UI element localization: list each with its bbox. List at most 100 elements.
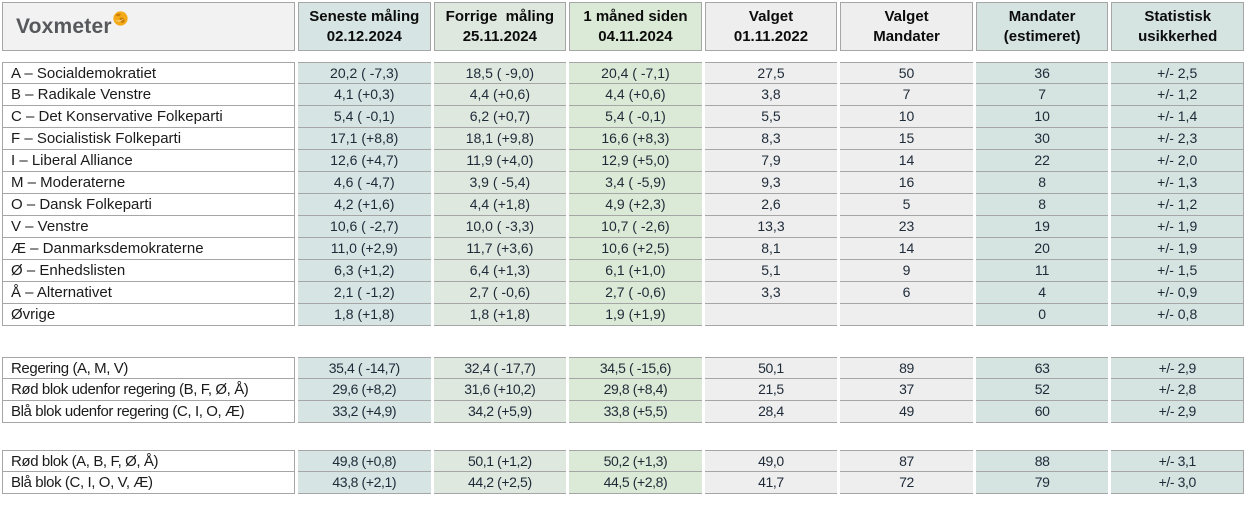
cell: +/- 2,9 xyxy=(1111,357,1244,379)
cell: 49 xyxy=(840,401,973,423)
cell: 2,7 ( -0,6) xyxy=(569,282,702,304)
cell: 8 xyxy=(975,172,1109,194)
cell: 18,1 (+9,8) xyxy=(433,128,567,150)
row-label: O – Dansk Folkeparti xyxy=(2,194,295,216)
cell: 12,9 (+5,0) xyxy=(569,150,702,172)
table-row: C – Det Konservative Folkeparti 5,4 ( -0,… xyxy=(2,106,1244,128)
cell: 2,7 ( -0,6) xyxy=(433,282,567,304)
cell: 10,7 ( -2,6) xyxy=(569,216,702,238)
header-line: usikkerhed xyxy=(1138,27,1218,45)
cell: 29,8 (+8,4) xyxy=(569,379,702,401)
col-header-1-maned-siden: 1 måned siden 04.11.2024 xyxy=(569,2,702,51)
cell: 5,5 xyxy=(704,106,838,128)
cell: 50 xyxy=(840,62,973,84)
logo-cell: Voxmeter xyxy=(2,2,295,51)
row-label: Blå blok udenfor regering (C, I, O, Æ) xyxy=(2,401,295,423)
cell: 49,8 (+0,8) xyxy=(298,450,431,472)
header-line: Forrige måling xyxy=(445,8,555,26)
table-row: Ø – Enhedslisten 6,3 (+1,2) 6,4 (+1,3) 6,1 … xyxy=(2,260,1244,282)
row-label: Øvrige xyxy=(2,304,295,326)
cell: 89 xyxy=(840,357,973,379)
table-body: A – Socialdemokratiet 20,2 ( -7,3) 18,5 ( … xyxy=(2,62,1244,494)
cell: 7 xyxy=(840,84,973,106)
col-header-seneste-maling: Seneste måling 02.12.2024 xyxy=(298,2,431,51)
row-label: Å – Alternativet xyxy=(2,282,295,304)
col-header-valget: Valget 01.11.2022 xyxy=(704,2,838,51)
cell: 2,6 xyxy=(704,194,838,216)
cell: 7 xyxy=(975,84,1109,106)
cell: +/- 2,8 xyxy=(1111,379,1244,401)
header-line: (estimeret) xyxy=(1003,27,1081,45)
cell: 41,7 xyxy=(704,472,838,494)
cell: 10,6 (+2,5) xyxy=(569,238,702,260)
table-row: Æ – Danmarksdemokraterne 11,0 (+2,9) 11,7 … xyxy=(2,238,1244,260)
cell: 4,9 (+2,3) xyxy=(569,194,702,216)
row-label: I – Liberal Alliance xyxy=(2,150,295,172)
header-line: 1 måned siden xyxy=(583,8,688,26)
globe-icon xyxy=(113,11,128,26)
cell: 34,5 ( -15,6) xyxy=(569,357,702,379)
section-gap xyxy=(2,423,1244,450)
cell: 50,2 (+1,3) xyxy=(569,450,702,472)
cell: 72 xyxy=(840,472,973,494)
cell: 10 xyxy=(975,106,1109,128)
table-row: Blå blok (C, I, O, V, Æ) 43,8 (+2,1) 44,2 … xyxy=(2,472,1244,494)
header-line: Seneste måling xyxy=(309,8,420,26)
cell: 4,2 (+1,6) xyxy=(298,194,431,216)
cell: 63 xyxy=(975,357,1109,379)
table-row: F – Socialistisk Folkeparti 17,1 (+8,8) 18… xyxy=(2,128,1244,150)
cell: 6 xyxy=(840,282,973,304)
cell: 14 xyxy=(840,150,973,172)
table-row: A – Socialdemokratiet 20,2 ( -7,3) 18,5 ( … xyxy=(2,62,1244,84)
cell: 12,6 (+4,7) xyxy=(298,150,431,172)
section-gap xyxy=(2,326,1244,357)
col-header-forrige-maling: Forrige måling 25.11.2024 xyxy=(433,2,567,51)
cell: 0 xyxy=(975,304,1109,326)
cell: 44,5 (+2,8) xyxy=(569,472,702,494)
cell xyxy=(704,304,838,326)
cell: 10 xyxy=(840,106,973,128)
header-line: 25.11.2024 xyxy=(462,27,537,45)
cell: 5,4 ( -0,1) xyxy=(298,106,431,128)
cell: 11,7 (+3,6) xyxy=(433,238,567,260)
cell: 3,9 ( -5,4) xyxy=(433,172,567,194)
cell: 27,5 xyxy=(704,62,838,84)
table-row: V – Venstre 10,6 ( -2,7) 10,0 ( -3,3) 10,7 … xyxy=(2,216,1244,238)
cell: 33,8 (+5,5) xyxy=(569,401,702,423)
cell: 4,4 (+0,6) xyxy=(569,84,702,106)
cell xyxy=(840,304,973,326)
table-row: Øvrige 1,8 (+1,8) 1,8 (+1,8) 1,9 (+1,9) 0 +/-… xyxy=(2,304,1244,326)
cell: 49,0 xyxy=(704,450,838,472)
cell: 34,2 (+5,9) xyxy=(433,401,567,423)
row-label: Rød blok (A, B, F, Ø, Å) xyxy=(2,450,295,472)
row-label: B – Radikale Venstre xyxy=(2,84,295,106)
cell: +/- 1,9 xyxy=(1111,238,1244,260)
cell: 8 xyxy=(975,194,1109,216)
cell: 1,9 (+1,9) xyxy=(569,304,702,326)
cell: 2,1 ( -1,2) xyxy=(298,282,431,304)
cell: 3,8 xyxy=(704,84,838,106)
cell: 11,0 (+2,9) xyxy=(298,238,431,260)
cell: 8,3 xyxy=(704,128,838,150)
cell: 8,1 xyxy=(704,238,838,260)
cell: 33,2 (+4,9) xyxy=(298,401,431,423)
cell: 21,5 xyxy=(704,379,838,401)
table-row: O – Dansk Folkeparti 4,2 (+1,6) 4,4 (+1,8)… xyxy=(2,194,1244,216)
row-label: M – Moderaterne xyxy=(2,172,295,194)
cell: 28,4 xyxy=(704,401,838,423)
cell: 7,9 xyxy=(704,150,838,172)
row-label: Rød blok udenfor regering (B, F, Ø, Å) xyxy=(2,379,295,401)
table-row: Å – Alternativet 2,1 ( -1,2) 2,7 ( -0,6) 2,… xyxy=(2,282,1244,304)
header-line: Mandater xyxy=(873,27,940,45)
cell: 5,1 xyxy=(704,260,838,282)
cell: 50,1 (+1,2) xyxy=(433,450,567,472)
header-line: Valget xyxy=(748,8,794,26)
section-gap xyxy=(2,51,1244,62)
col-header-statistisk-usikkerhed: Statistisk usikkerhed xyxy=(1111,2,1244,51)
cell: 18,5 ( -9,0) xyxy=(433,62,567,84)
row-label: Æ – Danmarksdemokraterne xyxy=(2,238,295,260)
cell: 15 xyxy=(840,128,973,150)
cell: 17,1 (+8,8) xyxy=(298,128,431,150)
cell: +/- 2,5 xyxy=(1111,62,1244,84)
cell: 11 xyxy=(975,260,1109,282)
